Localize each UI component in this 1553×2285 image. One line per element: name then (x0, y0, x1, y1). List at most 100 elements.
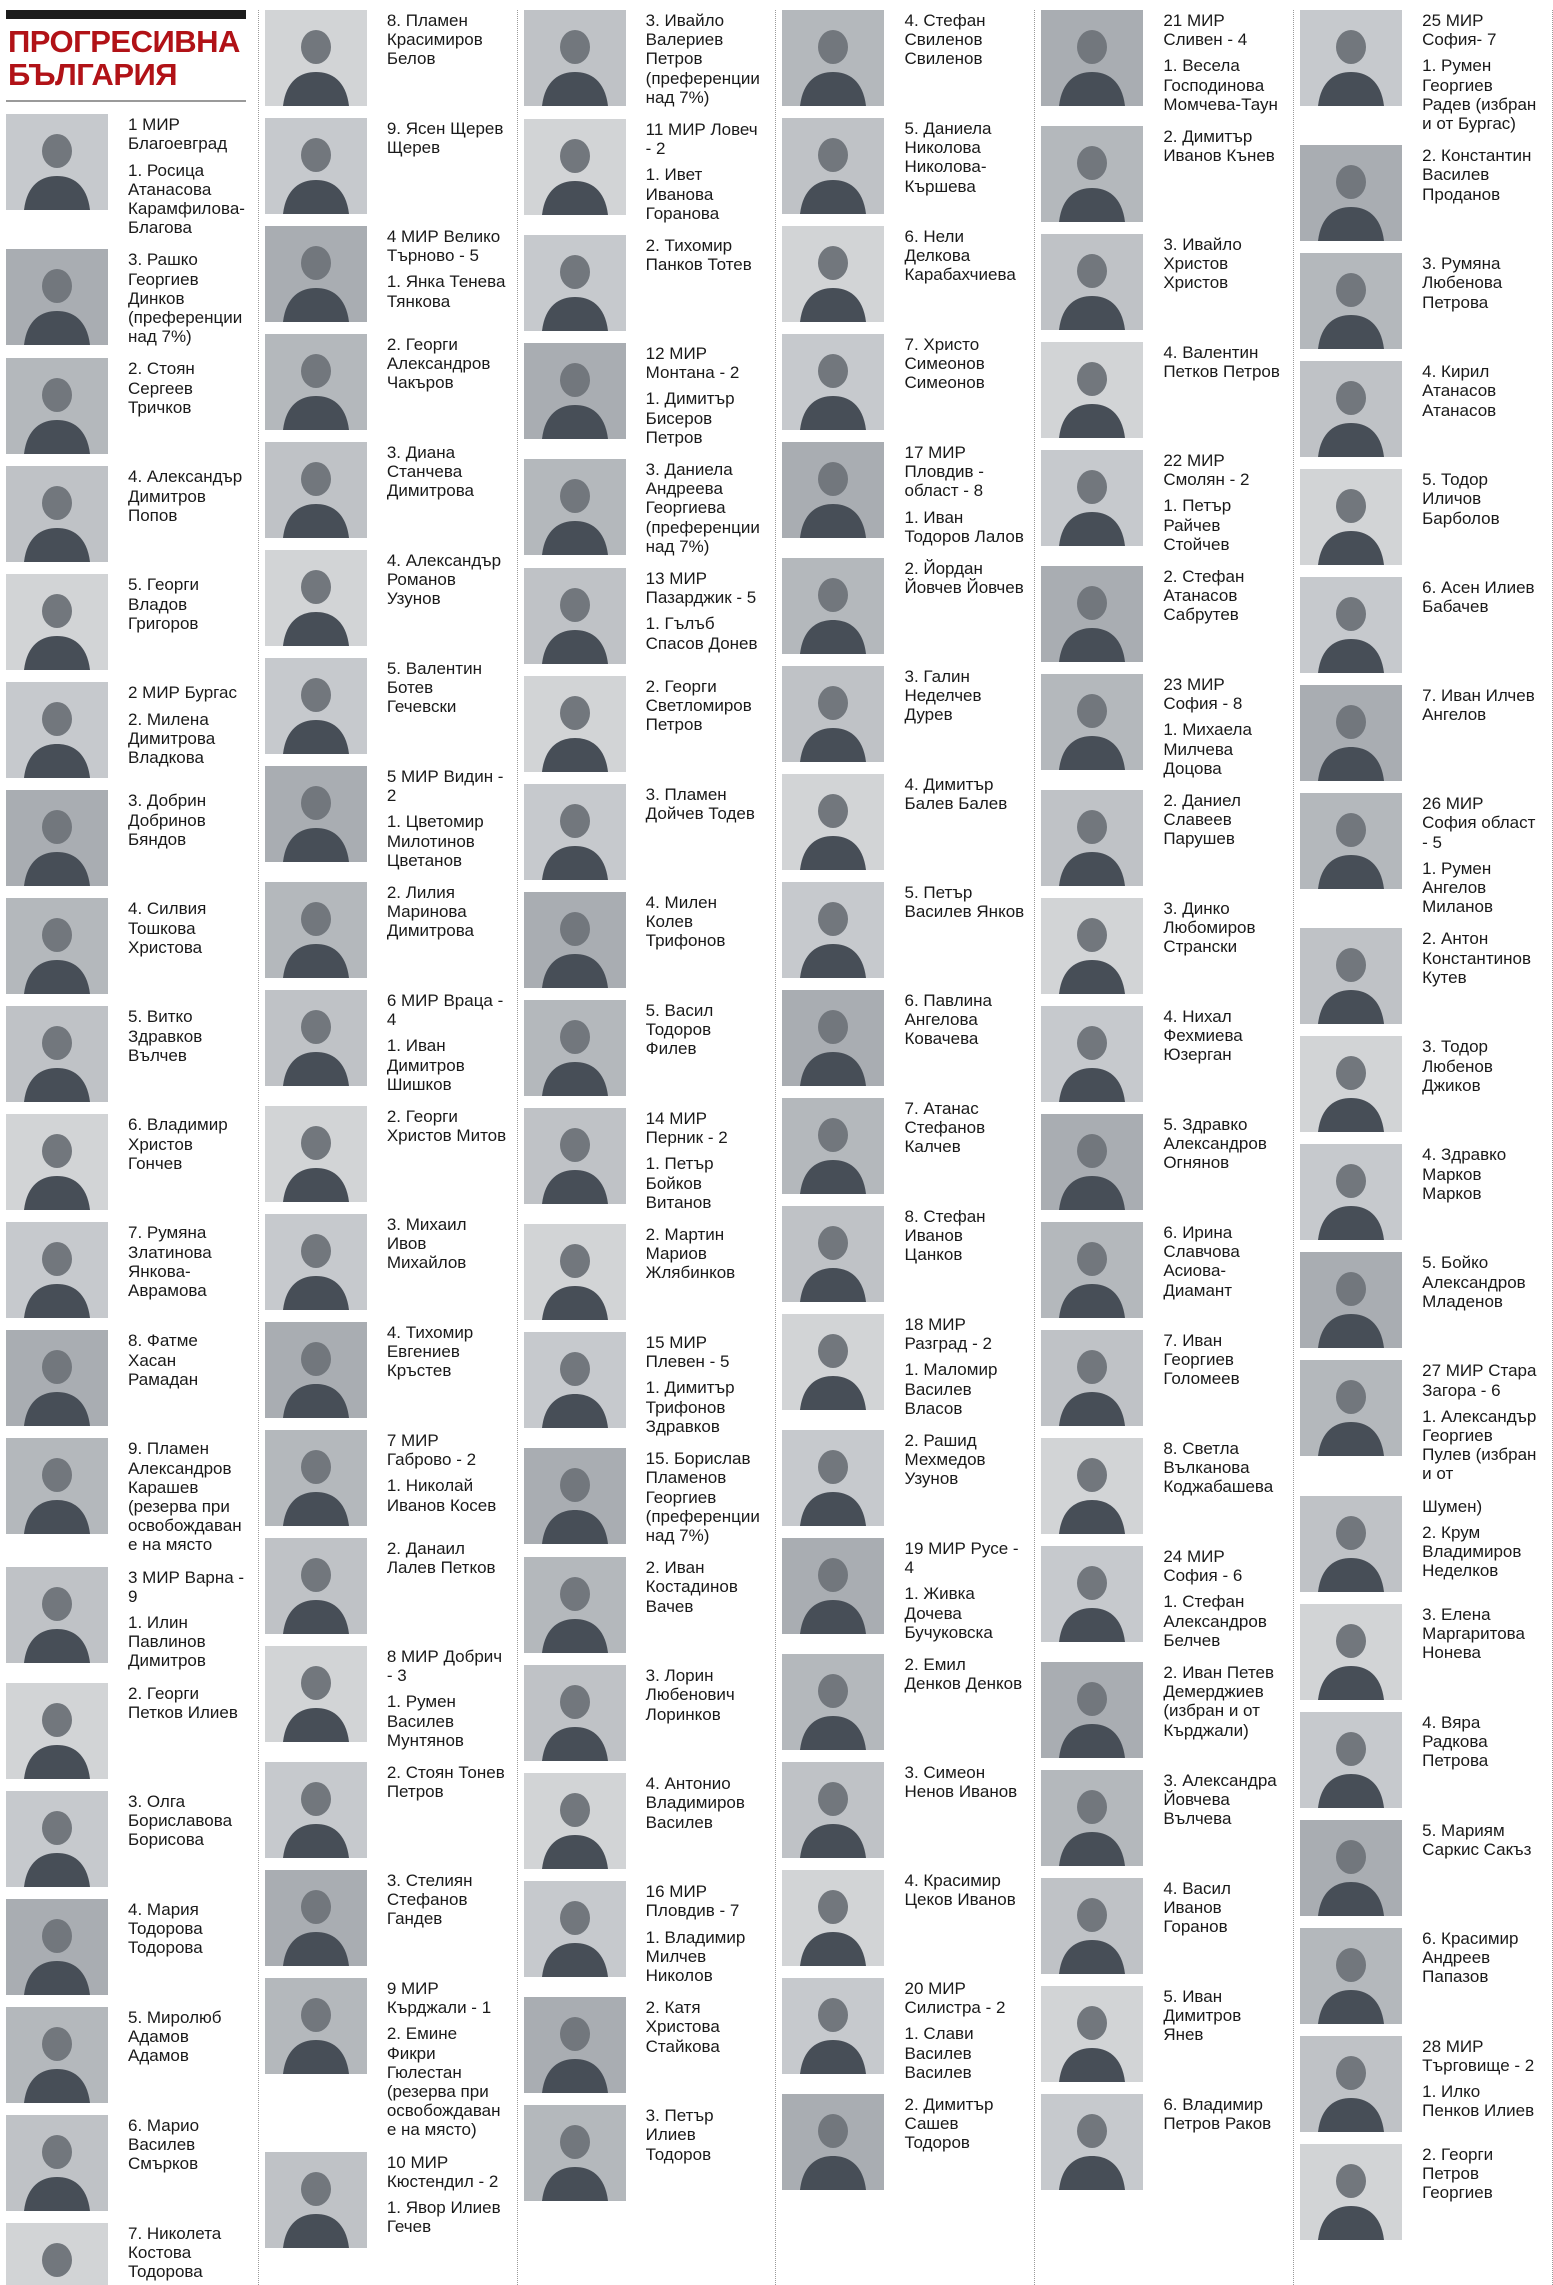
candidate-text: 3. Тодор Любенов Джиков (1422, 1036, 1542, 1132)
candidate-entry: 24 МИР София - 6 1. Стефан Александров Бе… (1041, 1546, 1283, 1650)
person-silhouette-icon (6, 1330, 108, 1427)
candidate-text: 18 МИР Разград - 2 1. Маломир Василев Вла… (904, 1314, 1024, 1418)
person-silhouette-icon (6, 466, 108, 563)
candidate-entry: 3. Диана Станчева Димитрова (264, 442, 507, 538)
party-header: ПРОГРЕСИВНА БЪЛГАРИЯ (6, 10, 248, 103)
portrait-photo (782, 990, 885, 1087)
portrait-photo (523, 568, 626, 665)
candidate-text: 4. Александър Романов Узунов (387, 550, 507, 646)
candidate-text-line: 19 МИР Русе - 4 (904, 1539, 1019, 1578)
candidate-text: 2. Стоян Сергеев Тричков (128, 358, 248, 454)
portrait-photo (264, 658, 367, 754)
portrait-photo (264, 226, 367, 322)
candidate-text: 3. Добрин Добринов Бяндов (128, 790, 248, 886)
candidate-text: 2. Стефан Атанасов Сабрутев (1163, 566, 1283, 662)
candidate-text-line: 3. Ивайло Христов Христов (1163, 235, 1242, 293)
person-silhouette-icon (6, 1006, 108, 1103)
person-silhouette-icon (1300, 1711, 1403, 1808)
person-silhouette-icon (1300, 1036, 1403, 1133)
candidate-entry: 2. Константин Василев Проданов (1300, 145, 1542, 242)
candidate-text-line: 3. Пламен Дойчев Тодев (645, 785, 755, 824)
candidate-text-line: 7 МИР Габрово - 2 (386, 1431, 477, 1470)
candidate-text-line: 6. Асен Илиев Бабачев (1422, 578, 1535, 617)
candidate-text-line: 5. Витко Здравков Вълчев (128, 1007, 203, 1065)
portrait-photo (523, 1557, 626, 1654)
portrait-photo (1300, 10, 1403, 106)
candidate-text-line: 15 МИР Плевен - 5 (645, 1333, 730, 1372)
person-silhouette-icon (1300, 1495, 1403, 1592)
candidate-text: 23 МИР София - 8 1. Михаела Милчева Доцов… (1163, 674, 1283, 778)
person-silhouette-icon (523, 1000, 626, 1097)
candidate-text: 11 МИР Ловеч - 2 1. Ивет Иванова Горанова (646, 119, 766, 223)
candidate-text: 3. Галин Неделчев Дурев (904, 666, 1024, 762)
person-silhouette-icon (523, 1224, 626, 1321)
candidate-text: 22 МИР Смолян - 2 1. Петър Райчев Стойчев (1163, 450, 1283, 554)
candidate-text: 2. Димитър Сашев Тодоров (904, 2094, 1024, 2190)
candidate-entry: 4. Тихомир Евгениев Кръстев (264, 1322, 507, 1419)
candidate-text-line: 2. Милена Димитрова Владкова (128, 709, 216, 767)
candidate-text: 2. Георги Петров Георгиев (1422, 2144, 1542, 2240)
person-silhouette-icon (6, 574, 108, 671)
portrait-photo (264, 1646, 367, 1743)
portrait-photo (264, 442, 367, 538)
candidate-entry: 8 МИР Добрич - 3 1. Румен Василев Мунтяно… (264, 1646, 507, 1750)
portrait-photo (1041, 1006, 1144, 1103)
portrait-photo (6, 2222, 108, 2285)
candidate-entry: 5. Петър Василев Янков (782, 882, 1024, 979)
candidate-entry: 9. Пламен Александров Карашев (резерва п… (6, 1438, 248, 1554)
person-silhouette-icon (264, 882, 367, 979)
candidate-entry: 2. Стоян Тонев Петров (264, 1762, 507, 1859)
candidate-text: 7. Атанас Стефанов Калчев (904, 1098, 1024, 1194)
candidate-text-line: 18 МИР Разград - 2 (904, 1315, 992, 1354)
candidate-entry: 4. Александър Димитров Попов (6, 466, 248, 563)
portrait-photo (1041, 1770, 1144, 1867)
portrait-photo (782, 334, 885, 430)
candidate-text-line: 15. Борислав Пламенов Георгиев (преферен… (645, 1449, 760, 1545)
candidate-text: 14 МИР Перник - 2 1. Петър Бойков Витанов (646, 1108, 766, 1212)
candidate-text: 6. Павлина Ангелова Ковачева (904, 990, 1024, 1086)
candidate-entry: 3. Ивайло Валериев Петров (преференции н… (523, 10, 766, 107)
candidate-entry: 2. Рашид Мехмедов Узунов (782, 1430, 1024, 1527)
candidate-entry: 4. Антонио Владимиров Василев (523, 1773, 766, 1870)
candidate-entry: 4. Димитър Балев Балев (782, 774, 1024, 871)
candidate-entry: 2. Лилия Маринова Димитрова (264, 882, 507, 979)
candidate-entry: 4. Александър Романов Узунов (264, 550, 507, 646)
candidate-text: 2. Катя Христова Стайкова (646, 1997, 766, 2093)
candidate-text-line: 2. Тихомир Панков Тотев (645, 236, 752, 275)
portrait-photo (264, 10, 367, 106)
candidate-text: 5. Бойко Александров Младенов (1422, 1252, 1542, 1348)
person-silhouette-icon (6, 898, 108, 995)
portrait-photo (6, 1114, 108, 1211)
candidate-text: 2. Константин Василев Проданов (1422, 145, 1542, 241)
candidate-text: 16 МИР Пловдив - 7 1. Владимир Милчев Ник… (646, 1881, 766, 1985)
candidate-text-line: 23 МИР София - 8 (1163, 675, 1243, 714)
candidate-text-line: 2. Стоян Тонев Петров (386, 1763, 505, 1802)
candidate-text-line: 2. Емил Денков Денков (904, 1655, 1023, 1694)
candidate-text: 3. Стелиян Стефанов Гандев (387, 1870, 507, 1966)
person-silhouette-icon (264, 10, 367, 106)
candidate-entry: 5. Тодор Иличов Барболов (1300, 469, 1542, 566)
candidate-text: 8. Фатме Хасан Рамадан (128, 1330, 248, 1426)
candidate-text: 2. Стоян Тонев Петров (387, 1762, 507, 1858)
candidate-text: 2. Георги Александров Чакъров (387, 334, 507, 430)
candidate-text-line: 5. Миролюб Адамов Адамов (128, 2007, 222, 2065)
candidate-text: 3. Пламен Дойчев Тодев (646, 784, 766, 880)
portrait-photo (1300, 2035, 1403, 2132)
portrait-photo (264, 1430, 367, 1527)
candidate-entry: 5. Витко Здравков Вълчев (6, 1006, 248, 1103)
portrait-photo (782, 1870, 885, 1967)
portrait-photo (782, 882, 885, 979)
person-silhouette-icon (523, 1881, 626, 1978)
candidate-text: 7. Иван Илчев Ангелов (1422, 685, 1542, 781)
candidate-text: 4. Мария Тодорова Тодорова (128, 1899, 248, 1995)
person-silhouette-icon (6, 2114, 108, 2211)
portrait-photo (6, 1566, 108, 1663)
portrait-photo (782, 774, 885, 871)
candidate-text-line: 6. Марио Василев Смърков (128, 2115, 200, 2173)
candidate-entry: 7. Атанас Стефанов Калчев (782, 1098, 1024, 1195)
candidate-entry: 2 МИР Бургас 2. Милена Димитрова Владкова (6, 682, 248, 779)
portrait-photo (1041, 1438, 1144, 1535)
portrait-photo (523, 459, 626, 556)
candidate-entry: 16 МИР Пловдив - 7 1. Владимир Милчев Ник… (523, 1881, 766, 1985)
candidate-text-line: 5 МИР Видин - 2 (386, 767, 504, 806)
